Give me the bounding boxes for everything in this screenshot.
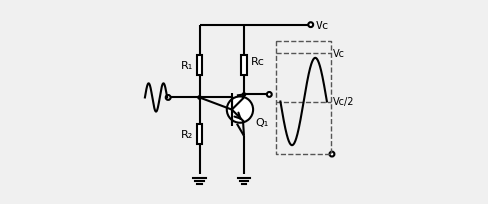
Circle shape: [267, 93, 272, 97]
Circle shape: [308, 23, 313, 28]
Circle shape: [227, 97, 253, 123]
Text: Vc/2: Vc/2: [333, 97, 354, 107]
Text: Vc: Vc: [316, 21, 329, 31]
Circle shape: [329, 152, 334, 157]
Text: Q₁: Q₁: [255, 117, 268, 127]
Circle shape: [198, 96, 201, 100]
Text: Vc: Vc: [333, 49, 345, 59]
Text: R₁: R₁: [181, 61, 194, 71]
Circle shape: [166, 95, 171, 100]
Text: R₂: R₂: [181, 129, 194, 139]
Bar: [197, 56, 202, 76]
Bar: [197, 124, 202, 144]
Bar: [242, 56, 246, 76]
Circle shape: [243, 93, 245, 96]
Text: Rᴄ: Rᴄ: [251, 57, 265, 67]
